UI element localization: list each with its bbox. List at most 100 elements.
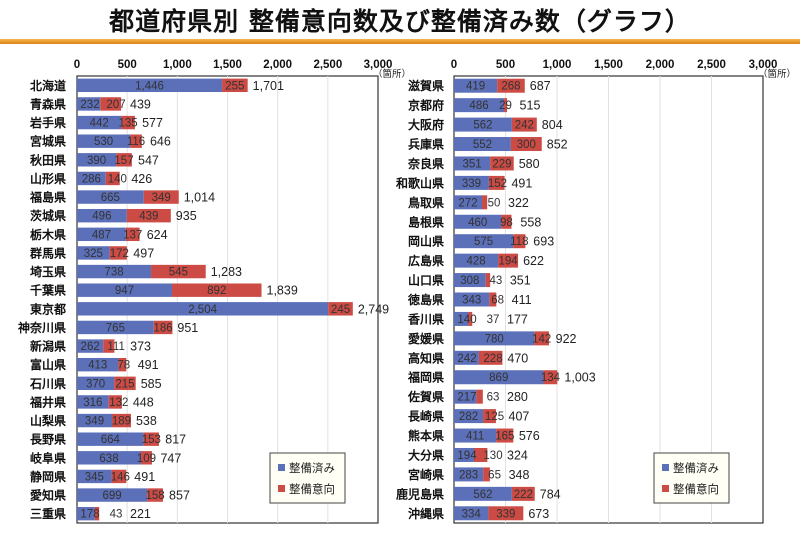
- right-value-label-intent: 125: [485, 411, 504, 423]
- left-value-label-done: 765: [106, 322, 125, 334]
- left-bar-done: [77, 413, 113, 428]
- right-category-label: 兵庫県: [408, 137, 444, 152]
- right-value-label-done: 334: [462, 508, 482, 520]
- right-value-label-total: 580: [519, 157, 540, 171]
- right-category-label: 沖縄県: [408, 506, 444, 521]
- left-value-label-intent: 245: [331, 304, 350, 316]
- right-bar-intent: [496, 428, 514, 443]
- left-bar-intent: [94, 506, 100, 521]
- right-value-label-done: 351: [462, 158, 481, 170]
- right-bar-intent: [504, 98, 508, 113]
- left-value-label-total: 1,839: [267, 284, 298, 298]
- left-value-label-intent: 137: [123, 229, 142, 241]
- right-value-label-intent: 118: [510, 236, 528, 248]
- right-bar-intent: [501, 214, 512, 229]
- right-value-label-total: 322: [508, 196, 529, 210]
- left-category-label: 千葉県: [30, 283, 66, 298]
- left-bar-done: [77, 208, 127, 223]
- right-value-label-intent: 50: [488, 197, 501, 209]
- left-value-label-total: 747: [160, 451, 181, 465]
- left-category-label: 福井県: [29, 394, 66, 409]
- left-category-label: 栃木県: [30, 227, 66, 242]
- right-x-tick-label: 1,500: [594, 59, 623, 71]
- left-legend-swatch-done: [278, 464, 285, 471]
- left-legend-label-done: 整備済み: [289, 461, 335, 475]
- right-x-tick-label: 2,000: [646, 59, 675, 71]
- left-bar-intent: [100, 97, 122, 111]
- left-unit-label: （箇所）: [373, 68, 411, 80]
- right-bar-intent: [510, 137, 542, 152]
- left-category-label: 青森県: [30, 96, 66, 111]
- left-value-label-intent: 109: [137, 453, 156, 465]
- left-bar-done: [77, 78, 223, 93]
- left-value-label-done: 664: [101, 434, 121, 446]
- left-category-label: 宮城県: [30, 134, 66, 149]
- left-bar-done: [77, 153, 117, 167]
- right-value-label-total: 351: [510, 274, 531, 288]
- right-bar-intent: [497, 78, 525, 93]
- left-bar-intent: [118, 357, 127, 372]
- right-x-tick-label: 2,500: [697, 59, 726, 71]
- right-bar-done: [454, 117, 512, 132]
- right-bar-intent: [476, 389, 483, 404]
- left-value-label-total: 1,701: [253, 79, 284, 93]
- right-bar-done: [454, 506, 489, 521]
- left-bar-done: [77, 469, 112, 484]
- right-value-label-intent: 142: [532, 333, 551, 345]
- right-value-label-total: 324: [507, 448, 528, 462]
- right-value-label-done: 242: [457, 353, 476, 365]
- left-bar-done: [77, 451, 142, 465]
- right-value-label-intent: 98: [500, 217, 513, 229]
- right-bar-done: [454, 292, 490, 307]
- left-value-label-total: 426: [131, 172, 152, 186]
- right-value-label-done: 780: [485, 333, 504, 345]
- left-value-label-total: 624: [147, 228, 168, 242]
- left-value-label-done: 638: [99, 453, 118, 465]
- left-value-label-intent: 140: [108, 173, 127, 185]
- right-bar-intent: [478, 350, 503, 365]
- right-value-label-done: 339: [462, 178, 481, 190]
- right-value-label-total: 922: [556, 332, 577, 346]
- right-bar-done: [454, 331, 535, 346]
- left-category-label: 北海道: [30, 78, 66, 93]
- right-bar-intent: [490, 156, 514, 171]
- left-bar-intent: [143, 190, 179, 204]
- right-value-label-total: 693: [533, 235, 554, 249]
- left-value-label-total: 538: [136, 414, 157, 428]
- left-bar-intent: [116, 153, 132, 167]
- left-value-label-done: 345: [85, 471, 104, 483]
- right-value-label-done: 419: [466, 81, 485, 93]
- left-bar-intent: [222, 78, 248, 93]
- right-value-label-intent: 65: [488, 469, 501, 481]
- right-value-label-total: 558: [520, 215, 541, 229]
- left-value-label-intent: 116: [127, 136, 145, 148]
- left-value-label-done: 947: [115, 285, 134, 297]
- left-value-label-total: 373: [130, 340, 151, 354]
- left-bar-intent: [125, 227, 140, 242]
- left-x-tick-label: 1,000: [163, 59, 192, 71]
- left-category-label: 山形県: [30, 171, 66, 186]
- left-bar-done: [77, 134, 131, 148]
- left-bar-done: [77, 190, 144, 204]
- left-value-label-total: 2,749: [358, 302, 389, 316]
- left-x-tick-label: 2,500: [313, 59, 342, 71]
- page-title: 都道府県別 整備意向数及び整備済み数（グラフ）: [109, 7, 691, 36]
- left-x-tick-label: 500: [118, 59, 137, 71]
- left-bar-intent: [108, 395, 122, 409]
- right-category-label: 大阪府: [408, 117, 444, 132]
- right-value-label-total: 407: [509, 410, 530, 424]
- left-bar-intent: [147, 488, 163, 502]
- left-bar-intent: [151, 264, 206, 279]
- right-bar-intent: [511, 486, 535, 501]
- right-value-label-intent: 194: [498, 256, 518, 268]
- right-bar-intent: [488, 175, 505, 190]
- right-bar-intent: [483, 467, 490, 482]
- right-value-label-done: 282: [459, 411, 478, 423]
- right-bar-done: [454, 234, 514, 249]
- right-category-label: 長崎県: [408, 409, 444, 424]
- right-legend-swatch-intent: [662, 485, 669, 492]
- left-bar-done: [77, 506, 95, 521]
- right-bar-intent: [513, 234, 526, 249]
- right-bar-done: [454, 253, 499, 268]
